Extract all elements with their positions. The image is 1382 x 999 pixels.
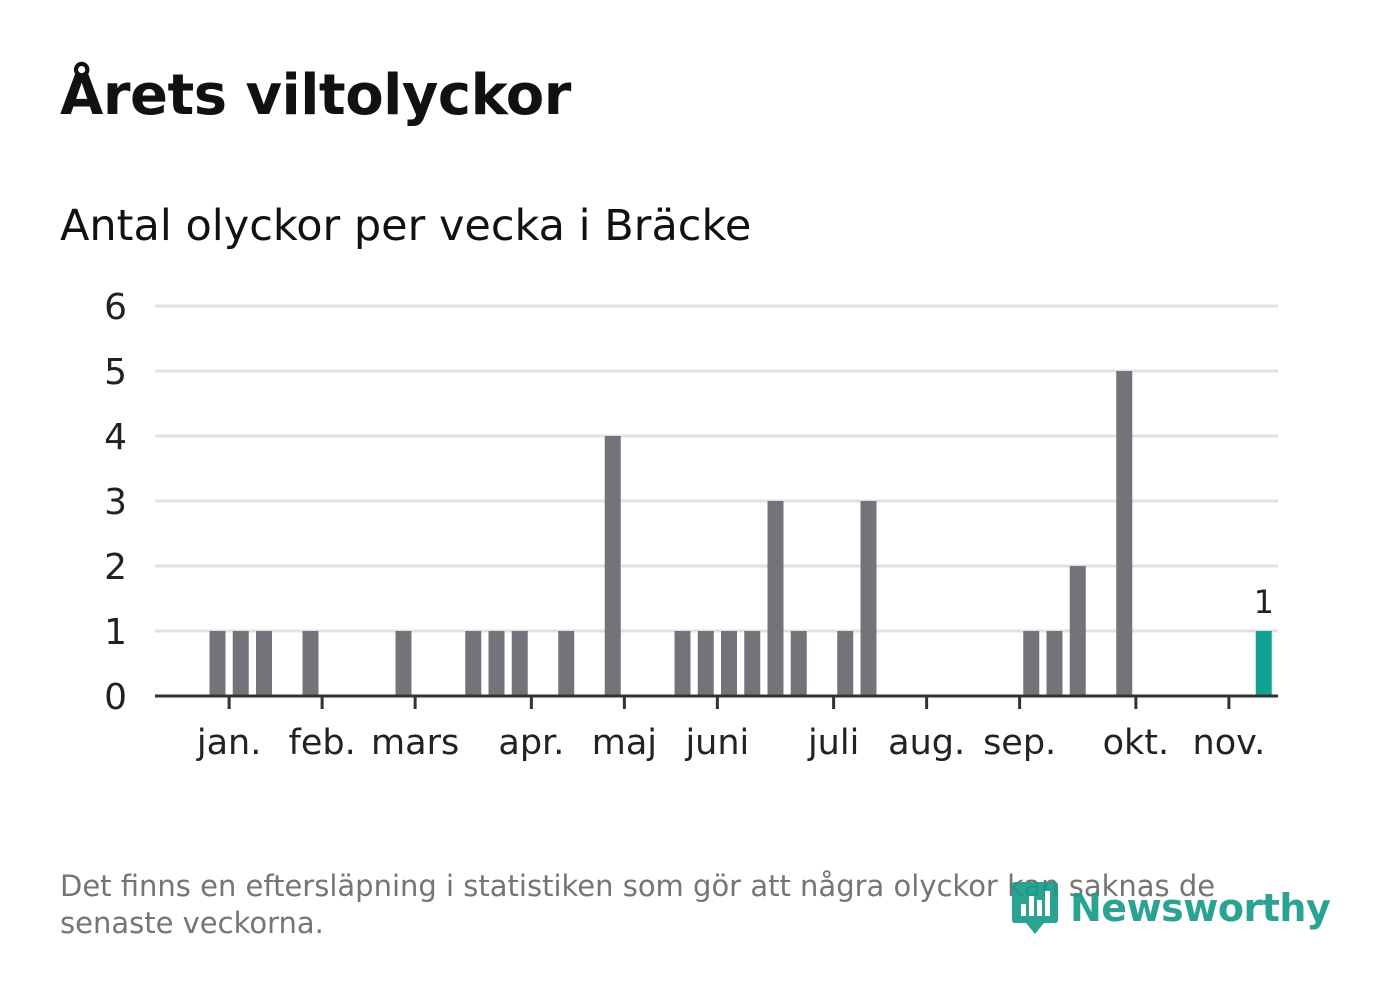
highlight-value-label: 1 bbox=[1254, 583, 1274, 621]
bar bbox=[209, 631, 226, 696]
x-axis: jan. feb. mars apr. maj juni juli aug. sep. okt. n… bbox=[155, 694, 1278, 763]
bar-highlight bbox=[1255, 631, 1272, 696]
bar bbox=[395, 631, 412, 696]
bar bbox=[604, 436, 621, 696]
y-tick-label: 1 bbox=[104, 612, 127, 653]
bar bbox=[256, 631, 272, 696]
x-tick-label: apr. bbox=[498, 723, 564, 763]
y-axis-ticks: 0 1 2 3 4 5 6 bbox=[104, 287, 127, 718]
y-tick-label: 6 bbox=[104, 287, 127, 328]
bar bbox=[1069, 566, 1086, 696]
x-tick-label: feb. bbox=[289, 723, 356, 763]
bar bbox=[302, 631, 319, 696]
bar bbox=[674, 631, 691, 696]
bar-chart: 0 1 2 3 4 5 6 jan. feb. mars apr. maj juni juli aug. s… bbox=[104, 287, 1278, 763]
x-tick-label: nov. bbox=[1193, 723, 1266, 763]
data-labels: 1 bbox=[1254, 583, 1274, 621]
x-tick-label: sep. bbox=[983, 723, 1056, 763]
x-tick-label: mars bbox=[371, 723, 459, 763]
y-tick-label: 4 bbox=[104, 417, 127, 458]
x-tick-label: maj bbox=[592, 723, 657, 763]
x-tick-label: juli bbox=[807, 723, 859, 763]
bar bbox=[860, 501, 877, 696]
bar bbox=[744, 631, 761, 696]
chart-title: Årets viltolyckor bbox=[60, 63, 571, 128]
bar bbox=[1023, 631, 1040, 696]
bar bbox=[837, 631, 854, 696]
bar bbox=[790, 631, 807, 696]
x-tick-label: jan. bbox=[196, 723, 261, 763]
bar bbox=[232, 631, 249, 696]
x-tick-label: juni bbox=[684, 723, 749, 763]
y-tick-label: 5 bbox=[104, 352, 127, 393]
bar bbox=[465, 631, 482, 696]
bar bbox=[1116, 371, 1133, 696]
grid-lines bbox=[155, 304, 1278, 633]
bar bbox=[1046, 631, 1063, 696]
y-tick-label: 0 bbox=[104, 677, 127, 718]
bar bbox=[697, 631, 714, 696]
bar bbox=[488, 631, 505, 696]
x-tick-label: aug. bbox=[888, 723, 965, 763]
y-tick-label: 2 bbox=[104, 547, 127, 588]
logo-text: Newsworthy bbox=[1070, 886, 1331, 930]
bar bbox=[558, 631, 575, 696]
bar bbox=[511, 631, 528, 696]
newsworthy-chart-icon bbox=[1012, 882, 1058, 934]
newsworthy-logo: Newsworthy bbox=[1010, 878, 1331, 938]
bar bbox=[767, 501, 784, 696]
bars bbox=[209, 371, 1272, 696]
y-tick-label: 3 bbox=[104, 482, 127, 523]
bar bbox=[721, 631, 737, 696]
x-tick-label: okt. bbox=[1103, 723, 1170, 763]
chart-subtitle: Antal olyckor per vecka i Bräcke bbox=[60, 201, 752, 251]
